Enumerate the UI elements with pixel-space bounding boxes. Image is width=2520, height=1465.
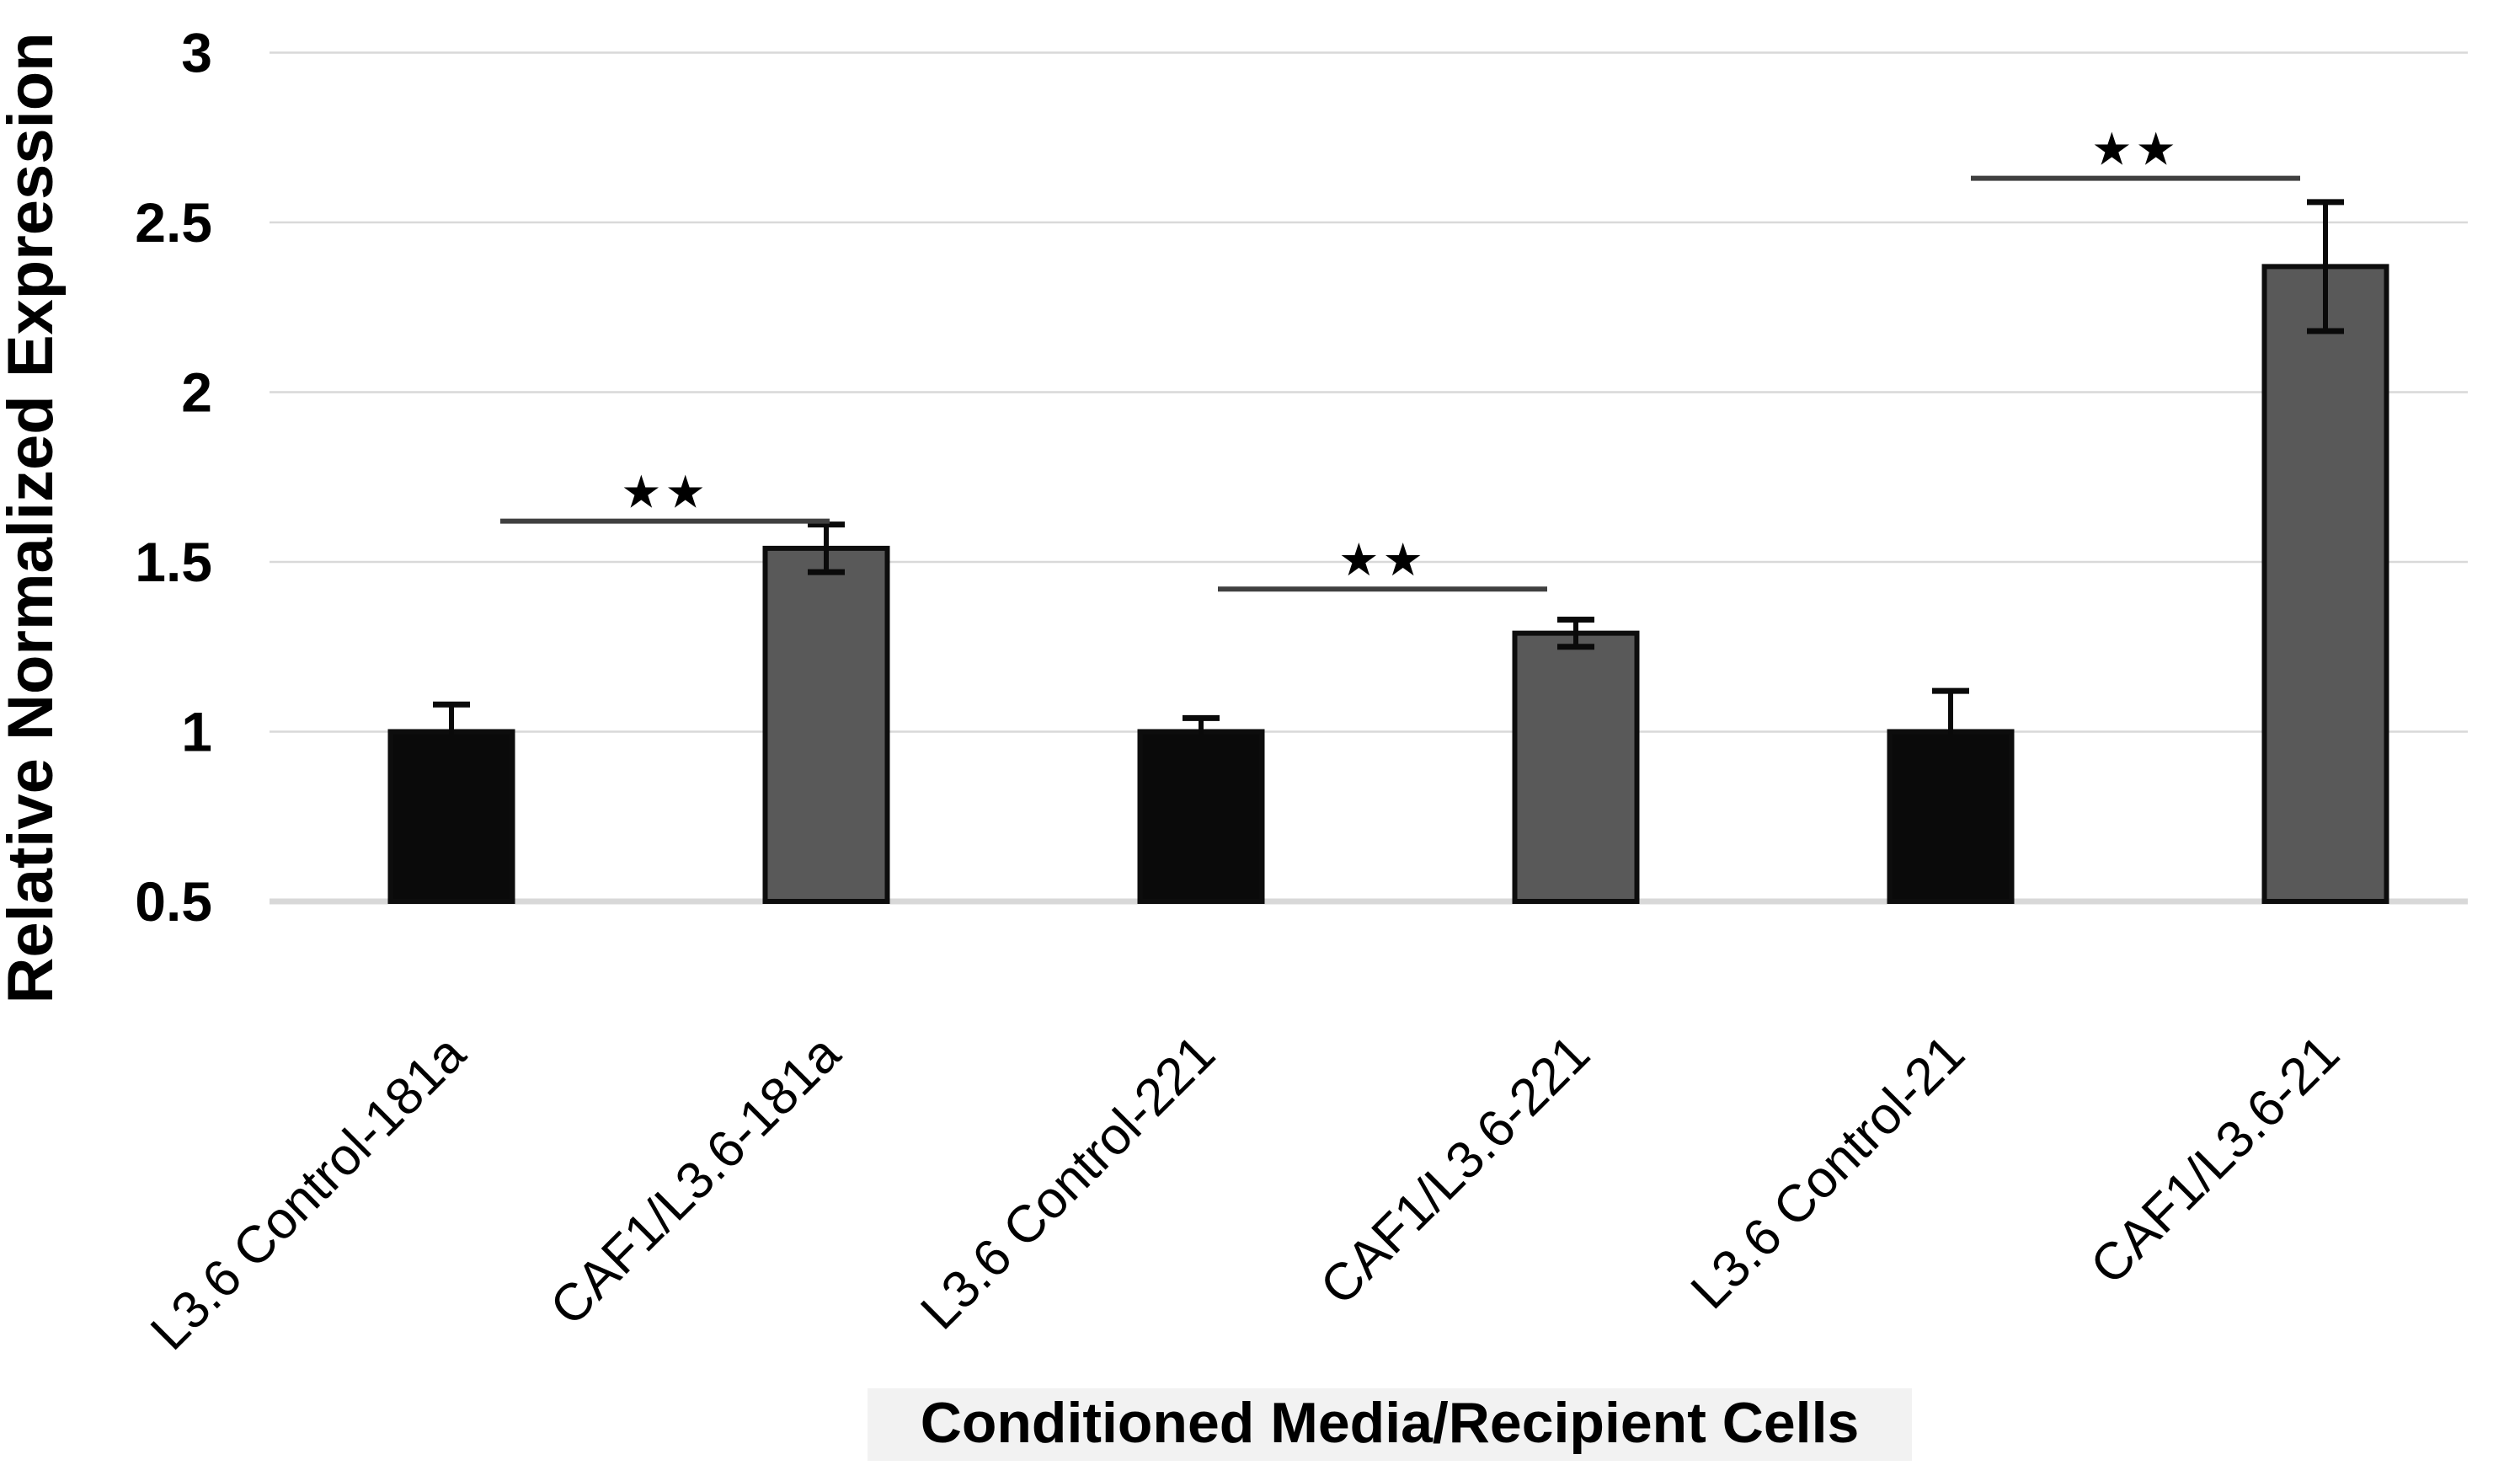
bar [1137,729,1265,904]
bar [2261,264,2389,904]
bar [1512,630,1640,904]
x-axis-title: Conditioned Media/Recipient Cells [921,1391,1860,1455]
y-tick-label: 3 [181,22,212,84]
x-category-label: L3.6 Control-181a [140,1024,477,1361]
x-category-label: L3.6 Control-221 [910,1024,1226,1340]
y-tick-label: 1 [181,701,212,763]
y-tick-label: 1.5 [135,531,212,593]
y-tick-label: 2 [181,361,212,424]
significance-stars: ★★ [2091,125,2180,175]
x-category-label: L3.6 Control-21 [1680,1024,1976,1320]
x-axis-title-band [868,1388,1912,1461]
y-tick-label: 0.5 [135,870,212,933]
significance-stars: ★★ [1338,535,1427,585]
bar [762,545,890,904]
x-category-label: CAF1/L3.6-21 [2080,1024,2351,1296]
x-category-label: CAF1/L3.6-181a [539,1024,852,1337]
y-axis-title: Relative Normalized Expression [0,32,67,1003]
x-category-label: CAF1/L3.6-221 [1310,1024,1601,1316]
y-tick-label: 2.5 [135,191,212,254]
significance-stars: ★★ [621,468,709,518]
